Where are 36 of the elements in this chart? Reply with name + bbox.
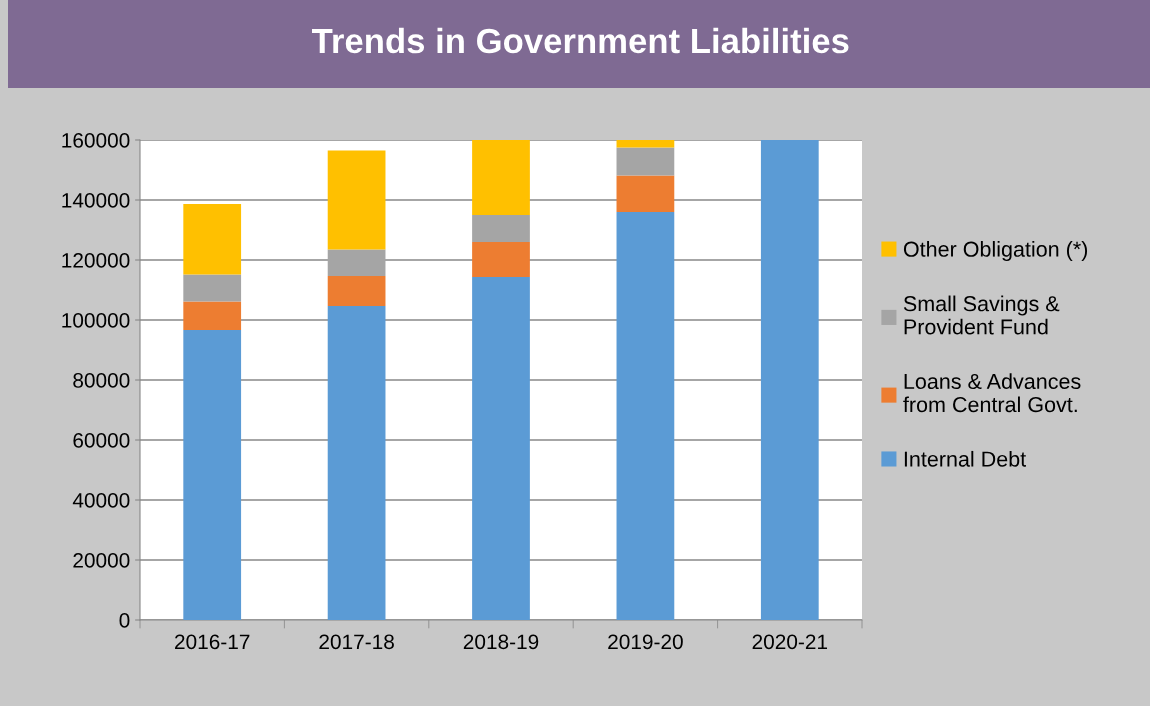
y-tick-label: 120000 (62, 253, 130, 268)
x-tick-label: 2017-18 (319, 634, 394, 650)
bar (760, 140, 819, 620)
legend-label: Internal Debt (904, 450, 1026, 467)
bar (472, 277, 530, 620)
x-tick-label: 2020-21 (752, 634, 828, 650)
bar (616, 147, 675, 176)
legend-label: Other Obligation (*) (903, 241, 1088, 262)
bar (616, 175, 675, 212)
bar (183, 274, 242, 302)
legend-label: Small Savings & Provident Fund (903, 295, 1060, 335)
bar (183, 329, 242, 620)
y-tick-label: 160000 (62, 133, 130, 148)
legend-label: Loans & Advances from Central Govt. (903, 373, 1081, 413)
bar (327, 150, 386, 250)
y-tick-label: 20000 (73, 553, 130, 568)
bar (472, 140, 530, 215)
bar (327, 275, 386, 306)
y-tick-label: 40000 (72, 493, 130, 508)
bar (327, 305, 386, 620)
bar (616, 212, 675, 620)
bar (616, 140, 675, 148)
y-tick-label: 80000 (73, 373, 130, 388)
bar (183, 301, 242, 330)
x-tick-label: 2018-19 (463, 634, 539, 650)
chart-title: Trends in Government Liabilities (312, 27, 849, 54)
y-tick-label: 0 (119, 613, 130, 628)
x-tick-label: 2016-17 (175, 634, 250, 650)
bar (183, 203, 242, 275)
x-tick-label: 2019-20 (608, 634, 683, 650)
y-tick-label: 100000 (62, 313, 130, 328)
y-tick-label: 140000 (62, 193, 130, 208)
bar (472, 215, 530, 242)
bar (472, 242, 530, 278)
bar (327, 249, 386, 276)
y-tick-label: 60000 (73, 433, 130, 448)
